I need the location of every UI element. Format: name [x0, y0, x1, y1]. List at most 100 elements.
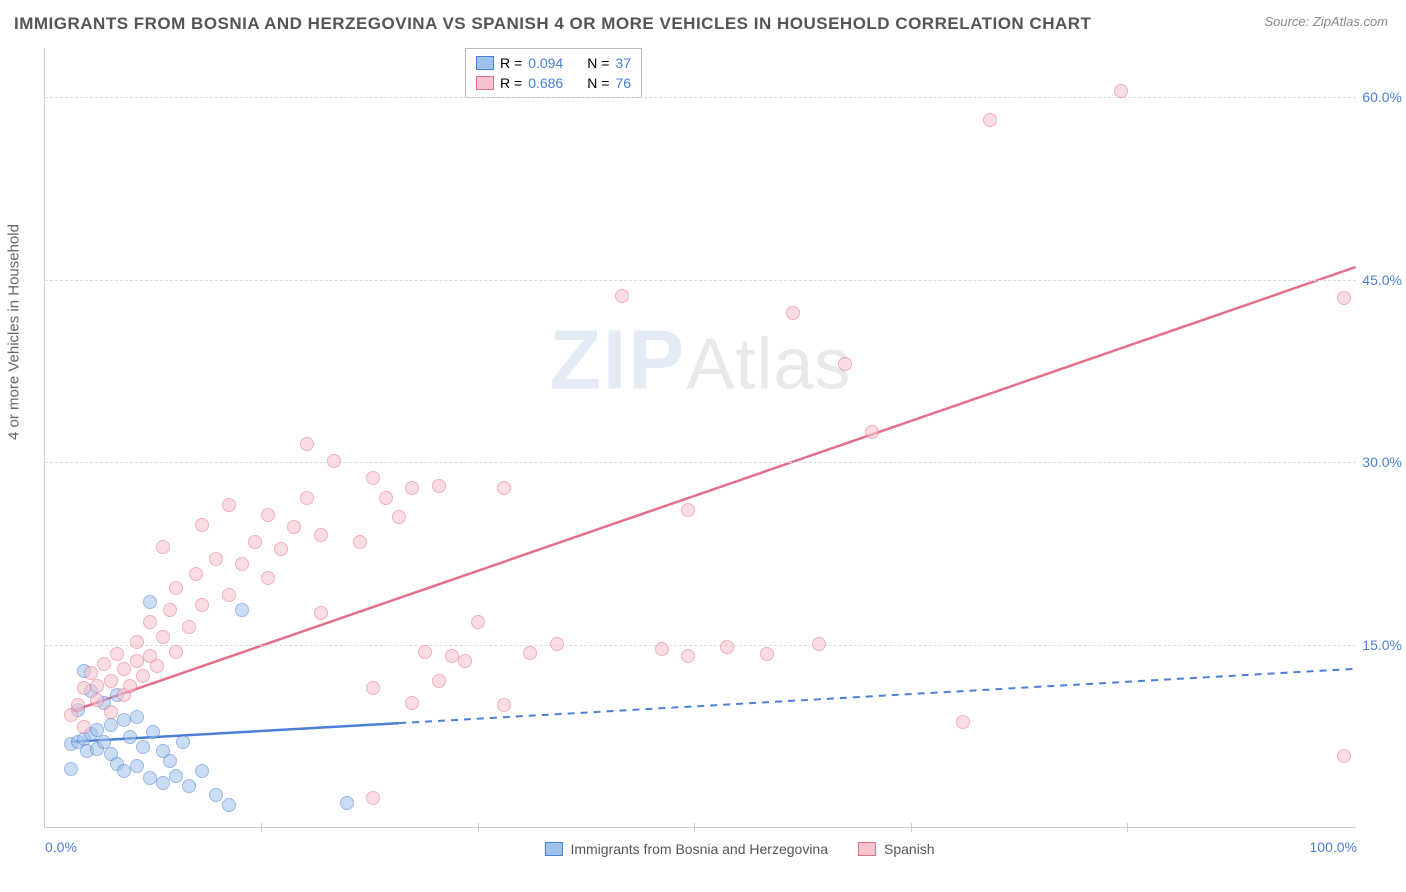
data-point [195, 518, 209, 532]
data-point [150, 659, 164, 673]
series-legend: Immigrants from Bosnia and Herzegovina S… [544, 841, 934, 857]
data-point [314, 528, 328, 542]
data-point [432, 479, 446, 493]
data-point [90, 693, 104, 707]
legend-n-label: N = [587, 55, 609, 71]
data-point [405, 696, 419, 710]
data-point [163, 754, 177, 768]
data-point [497, 698, 511, 712]
data-point [136, 740, 150, 754]
legend-r-label: R = [500, 55, 522, 71]
data-point [274, 542, 288, 556]
data-point [110, 647, 124, 661]
data-point [163, 603, 177, 617]
legend-r-label: R = [500, 75, 522, 91]
watermark-zip: ZIP [550, 311, 687, 408]
data-point [143, 771, 157, 785]
data-point [366, 681, 380, 695]
data-point [117, 713, 131, 727]
y-axis-label: 4 or more Vehicles in Household [6, 224, 23, 440]
data-point [130, 635, 144, 649]
data-point [97, 657, 111, 671]
data-point [418, 645, 432, 659]
data-point [156, 630, 170, 644]
data-point [261, 571, 275, 585]
data-point [123, 730, 137, 744]
data-point [222, 588, 236, 602]
data-point [681, 503, 695, 517]
data-point [1337, 749, 1351, 763]
data-point [248, 535, 262, 549]
data-point [300, 491, 314, 505]
data-point [169, 769, 183, 783]
data-point [405, 481, 419, 495]
data-point [123, 679, 137, 693]
data-point [353, 535, 367, 549]
data-point [432, 674, 446, 688]
data-point [497, 481, 511, 495]
data-point [550, 637, 564, 651]
data-point [300, 437, 314, 451]
data-point [189, 567, 203, 581]
data-point [209, 788, 223, 802]
data-point [523, 646, 537, 660]
data-point [379, 491, 393, 505]
gridline [45, 280, 1356, 281]
data-point [104, 674, 118, 688]
data-point [681, 649, 695, 663]
data-point [1114, 84, 1128, 98]
data-point [314, 606, 328, 620]
data-point [366, 471, 380, 485]
scatter-plot-area: ZIP Atlas R = 0.094 N = 37 R = 0.686 N =… [44, 48, 1356, 828]
data-point [235, 603, 249, 617]
data-point [366, 791, 380, 805]
legend-item-pink: Spanish [858, 841, 935, 857]
legend-item-blue: Immigrants from Bosnia and Herzegovina [544, 841, 828, 857]
legend-n-label: N = [587, 75, 609, 91]
y-tick-label: 45.0% [1347, 272, 1402, 288]
data-point [261, 508, 275, 522]
legend-r-value-blue: 0.094 [528, 55, 563, 71]
data-point [77, 681, 91, 695]
y-tick-label: 30.0% [1347, 454, 1402, 470]
data-point [327, 454, 341, 468]
data-point [64, 762, 78, 776]
data-point [90, 679, 104, 693]
data-point [392, 510, 406, 524]
data-point [615, 289, 629, 303]
data-point [786, 306, 800, 320]
data-point [156, 776, 170, 790]
data-point [195, 598, 209, 612]
gridline [45, 97, 1356, 98]
legend-label-blue: Immigrants from Bosnia and Herzegovina [570, 841, 828, 857]
data-point [176, 735, 190, 749]
data-point [235, 557, 249, 571]
data-point [865, 425, 879, 439]
data-point [117, 764, 131, 778]
data-point [104, 705, 118, 719]
watermark: ZIP Atlas [550, 311, 852, 408]
data-point [146, 725, 160, 739]
legend-swatch-blue2 [544, 842, 562, 856]
y-tick-label: 60.0% [1347, 89, 1402, 105]
x-tick-mark [1127, 823, 1128, 832]
data-point [143, 615, 157, 629]
data-point [169, 581, 183, 595]
x-tick-label: 100.0% [1310, 839, 1357, 855]
data-point [956, 715, 970, 729]
data-point [1337, 291, 1351, 305]
legend-row-blue: R = 0.094 N = 37 [476, 53, 631, 73]
x-tick-mark [911, 823, 912, 832]
data-point [104, 718, 118, 732]
legend-r-value-pink: 0.686 [528, 75, 563, 91]
data-point [720, 640, 734, 654]
source-credit: Source: ZipAtlas.com [1264, 14, 1388, 29]
legend-row-pink: R = 0.686 N = 76 [476, 73, 631, 93]
legend-swatch-blue [476, 56, 494, 70]
data-point [222, 498, 236, 512]
data-point [117, 662, 131, 676]
legend-n-value-blue: 37 [615, 55, 631, 71]
data-point [655, 642, 669, 656]
data-point [182, 779, 196, 793]
data-point [222, 798, 236, 812]
